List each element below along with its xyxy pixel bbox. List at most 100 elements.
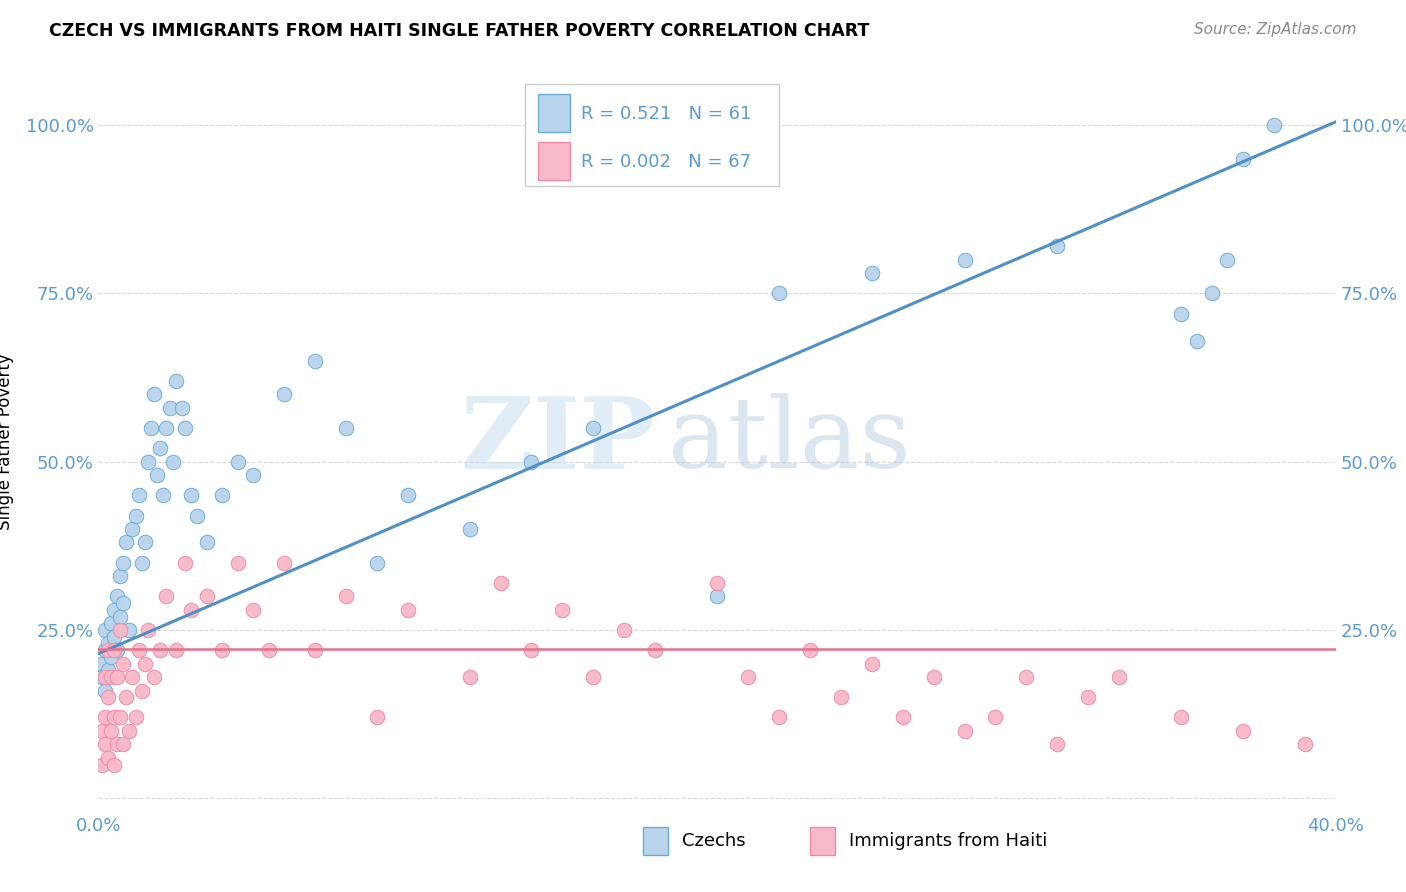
Point bbox=[131, 556, 153, 570]
Point bbox=[273, 387, 295, 401]
Point bbox=[922, 670, 945, 684]
Point bbox=[582, 421, 605, 435]
Point bbox=[1046, 239, 1069, 253]
Point bbox=[103, 757, 125, 772]
Point bbox=[105, 670, 128, 684]
Point bbox=[118, 723, 141, 738]
Point bbox=[115, 535, 138, 549]
Text: atlas: atlas bbox=[668, 393, 910, 490]
Point bbox=[582, 670, 605, 684]
Point bbox=[953, 252, 976, 267]
Point bbox=[1046, 738, 1069, 752]
Point bbox=[1170, 710, 1192, 724]
Point bbox=[108, 710, 131, 724]
Point bbox=[520, 455, 543, 469]
Point bbox=[613, 623, 636, 637]
Point bbox=[143, 670, 166, 684]
Point bbox=[304, 643, 326, 657]
Point bbox=[97, 751, 120, 765]
Point bbox=[396, 488, 419, 502]
Point bbox=[100, 670, 122, 684]
Point bbox=[644, 643, 666, 657]
Point bbox=[105, 590, 128, 604]
Point bbox=[335, 421, 357, 435]
Point bbox=[103, 643, 125, 657]
Point bbox=[112, 556, 135, 570]
Bar bbox=[537, 142, 569, 180]
Point bbox=[458, 522, 481, 536]
Point bbox=[97, 690, 120, 705]
Point bbox=[128, 488, 150, 502]
Point bbox=[108, 609, 131, 624]
Point bbox=[97, 664, 120, 678]
Point bbox=[112, 596, 135, 610]
Point bbox=[226, 455, 249, 469]
Point bbox=[103, 603, 125, 617]
Point bbox=[112, 657, 135, 671]
Point bbox=[1294, 738, 1316, 752]
Point bbox=[93, 670, 115, 684]
Text: R = 0.002   N = 67: R = 0.002 N = 67 bbox=[581, 153, 751, 170]
Point bbox=[103, 630, 125, 644]
Point bbox=[90, 657, 112, 671]
Point bbox=[226, 556, 249, 570]
Point bbox=[97, 636, 120, 650]
Point bbox=[152, 488, 174, 502]
Point bbox=[891, 710, 914, 724]
Point bbox=[520, 643, 543, 657]
Point bbox=[706, 575, 728, 590]
Point bbox=[103, 710, 125, 724]
Text: Czechs: Czechs bbox=[682, 832, 747, 850]
Point bbox=[830, 690, 852, 705]
Point bbox=[180, 603, 202, 617]
Point bbox=[195, 590, 218, 604]
Point bbox=[100, 723, 122, 738]
Point bbox=[159, 401, 181, 415]
Bar bbox=[537, 94, 569, 132]
Point bbox=[105, 643, 128, 657]
Point bbox=[458, 670, 481, 684]
Text: Immigrants from Haiti: Immigrants from Haiti bbox=[849, 832, 1047, 850]
Point bbox=[860, 266, 883, 280]
Bar bbox=[810, 827, 835, 855]
Point bbox=[115, 690, 138, 705]
Point bbox=[1108, 670, 1130, 684]
Point bbox=[128, 643, 150, 657]
Text: Source: ZipAtlas.com: Source: ZipAtlas.com bbox=[1194, 22, 1357, 37]
Point bbox=[737, 670, 759, 684]
Point bbox=[165, 643, 187, 657]
Point bbox=[165, 374, 187, 388]
Point bbox=[124, 508, 146, 523]
Point bbox=[1015, 670, 1038, 684]
Point bbox=[93, 738, 115, 752]
Point bbox=[335, 590, 357, 604]
Point bbox=[211, 488, 233, 502]
Point bbox=[304, 353, 326, 368]
Point bbox=[131, 683, 153, 698]
Point bbox=[112, 738, 135, 752]
Point bbox=[860, 657, 883, 671]
Point bbox=[799, 643, 821, 657]
Point bbox=[93, 643, 115, 657]
Point bbox=[121, 522, 143, 536]
Point bbox=[118, 623, 141, 637]
Point bbox=[1216, 252, 1239, 267]
Point bbox=[396, 603, 419, 617]
Point bbox=[1232, 723, 1254, 738]
Point bbox=[273, 556, 295, 570]
Point bbox=[139, 421, 162, 435]
Point bbox=[100, 649, 122, 664]
Point bbox=[170, 401, 193, 415]
Point bbox=[242, 468, 264, 483]
Point bbox=[136, 455, 159, 469]
Point bbox=[211, 643, 233, 657]
Point bbox=[105, 738, 128, 752]
Point bbox=[155, 421, 177, 435]
Point bbox=[1232, 152, 1254, 166]
Point bbox=[195, 535, 218, 549]
Point bbox=[108, 569, 131, 583]
Point bbox=[124, 710, 146, 724]
Point bbox=[149, 442, 172, 456]
Point bbox=[706, 590, 728, 604]
Point bbox=[1201, 286, 1223, 301]
